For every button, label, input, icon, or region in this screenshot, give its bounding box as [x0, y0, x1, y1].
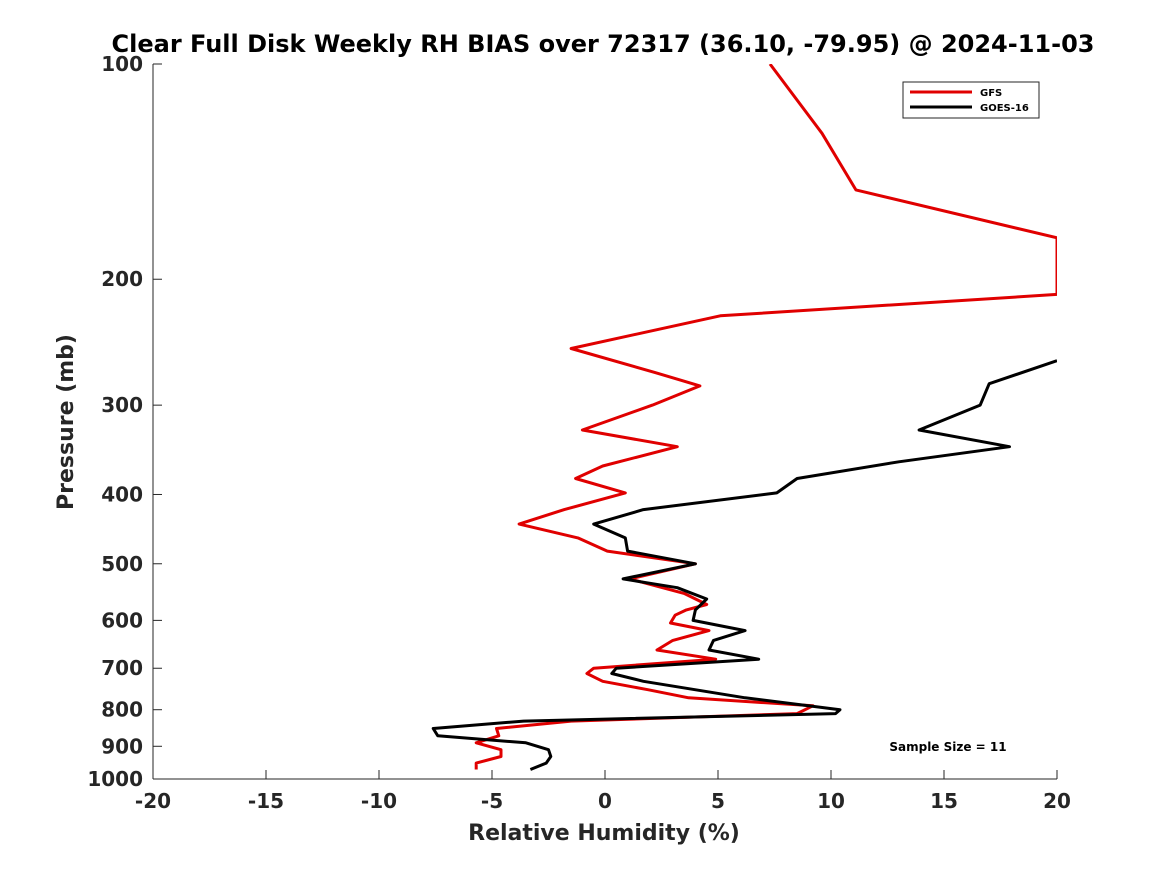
x-tick-label: 10 — [817, 789, 845, 813]
y-tick-label: 500 — [101, 552, 143, 576]
x-tick-label: -15 — [248, 789, 284, 813]
x-tick-label: -20 — [135, 789, 171, 813]
x-tick-label: -10 — [361, 789, 397, 813]
y-tick-label: 800 — [101, 698, 143, 722]
x-tick-label: 15 — [930, 789, 958, 813]
x-tick-label: 20 — [1043, 789, 1071, 813]
y-tick-label: 900 — [101, 734, 143, 758]
x-tick-label: 5 — [711, 789, 725, 813]
legend-label-gfs: GFS — [980, 88, 1002, 99]
x-ticks: -20 -15 -10 -5 0 5 10 15 20 — [135, 770, 1071, 813]
plot-area: -20 -15 -10 -5 0 5 10 15 20 100 200 300 400 500 600 70… — [87, 52, 1071, 813]
y-tick-label: 100 — [101, 52, 143, 76]
y-tick-label: 400 — [101, 482, 143, 506]
y-tick-label: 700 — [101, 656, 143, 680]
x-axis-label: Relative Humidity (%) — [468, 821, 740, 846]
legend-box — [902, 81, 1040, 119]
y-axis-label: Pressure (mb) — [54, 334, 79, 510]
y-tick-label: 600 — [101, 608, 143, 632]
x-tick-label: 0 — [598, 789, 612, 813]
y-tick-label: 200 — [101, 267, 143, 291]
legend-label-goes-16: GOES-16 — [980, 103, 1029, 114]
series-line-goes-16 — [431, 359, 1057, 771]
y-tick-label: 300 — [101, 393, 143, 417]
series-layer — [431, 64, 1057, 771]
y-tick-label: 1000 — [87, 767, 143, 791]
sample-size-annotation: Sample Size = 11 — [889, 740, 1006, 754]
legend: GFS GOES-16 — [902, 81, 1040, 119]
x-tick-label: -5 — [481, 789, 503, 813]
chart-title: Clear Full Disk Weekly RH BIAS over 7231… — [112, 30, 1095, 58]
y-ticks: 100 200 300 400 500 600 700 800 900 1000 — [87, 52, 162, 791]
